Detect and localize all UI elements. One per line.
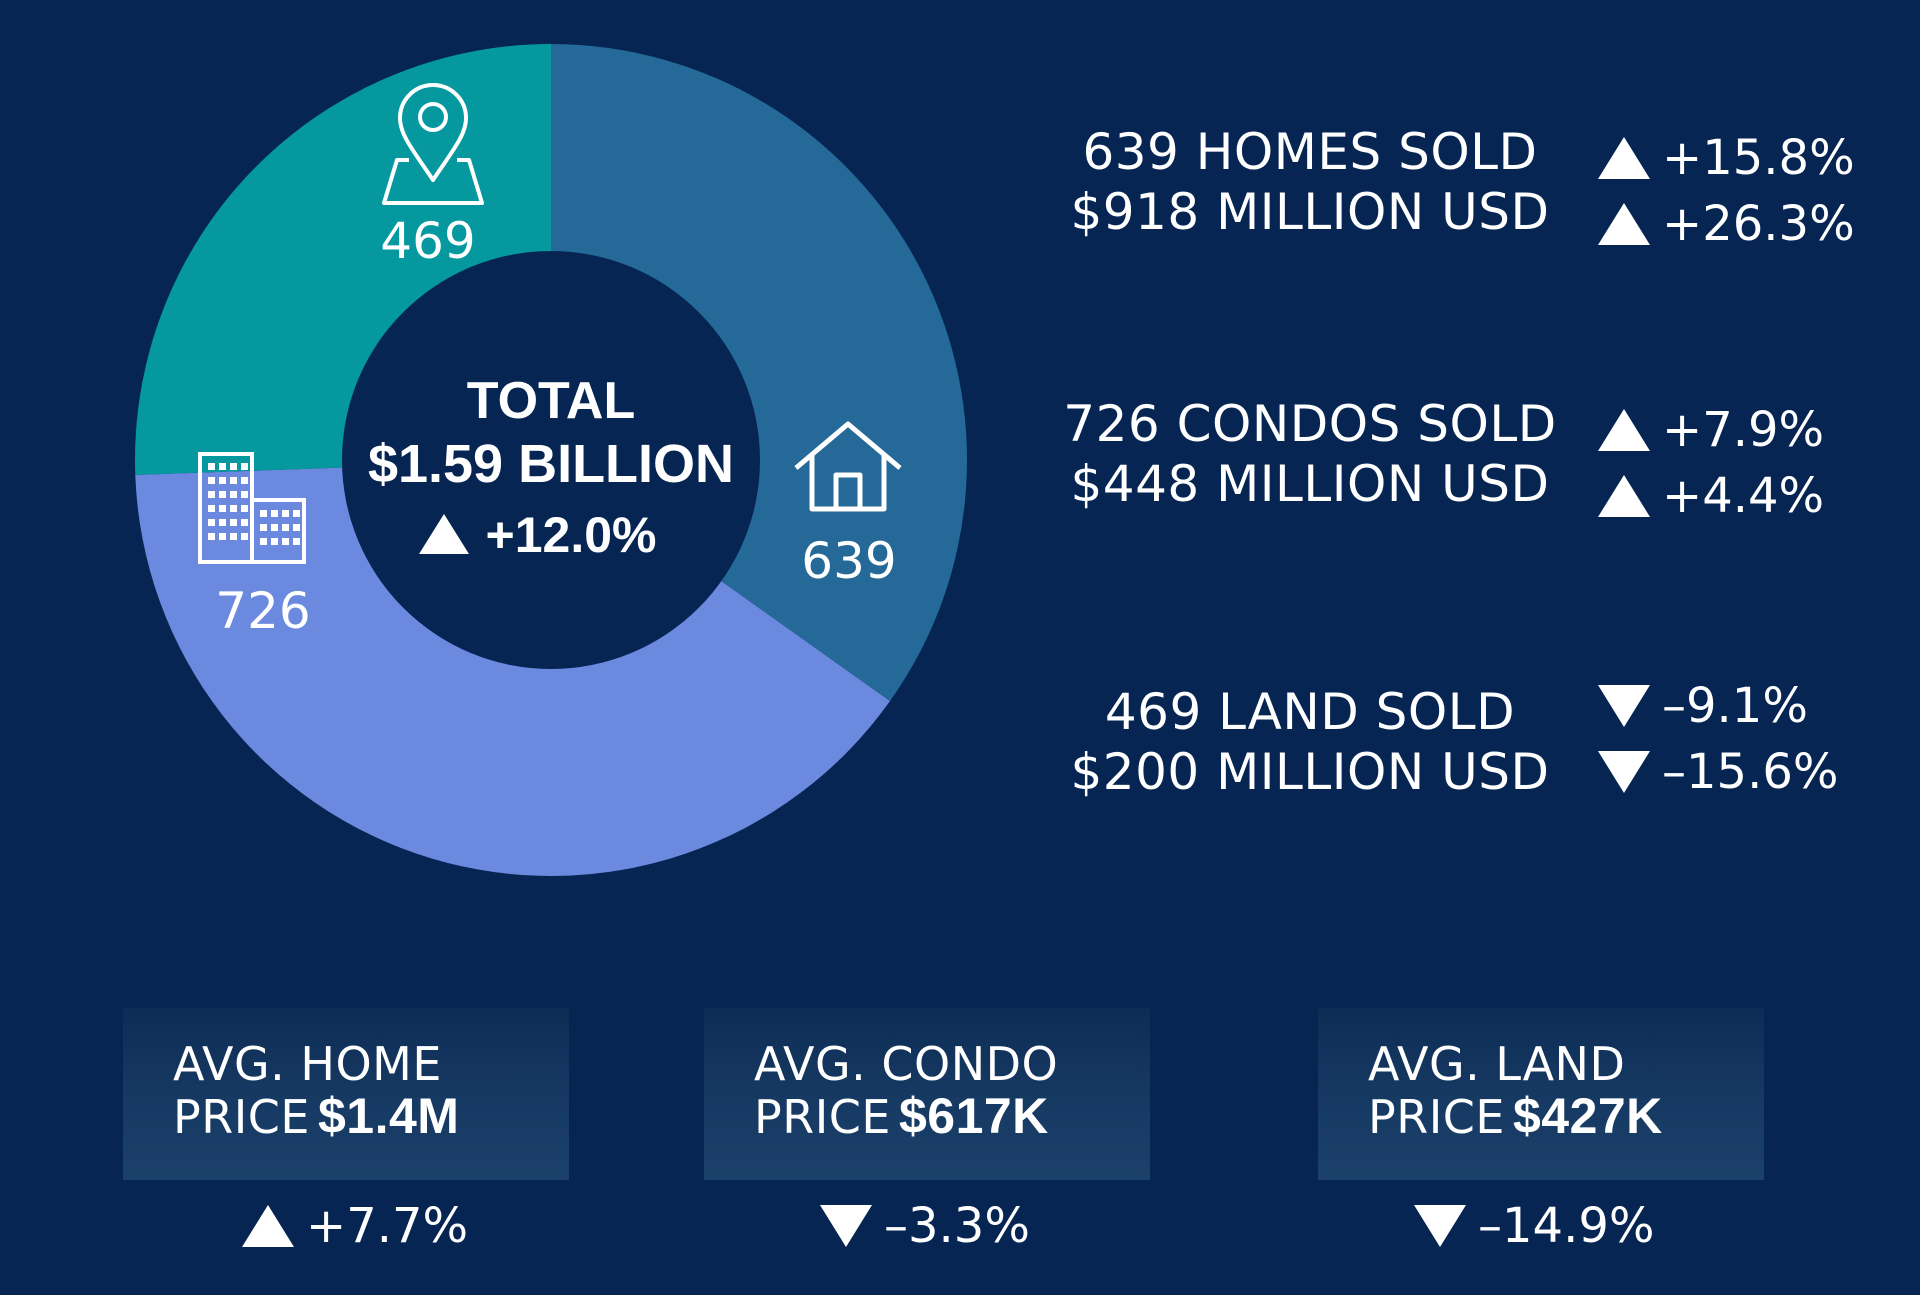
homes-sold-change-value: +15.8% bbox=[1662, 130, 1855, 186]
segment-label-condos: 726 bbox=[215, 582, 310, 640]
condos-sold-change: +7.9% bbox=[1598, 400, 1824, 460]
avg-home-change-value: +7.7% bbox=[306, 1198, 469, 1254]
segment-label-homes: 639 bbox=[801, 532, 896, 590]
land-volume-down-arrow-icon bbox=[1598, 751, 1650, 793]
avg-condo-price-line: PRICE $617K bbox=[754, 1090, 1049, 1143]
homes-sold-text: 639 HOMES SOLD bbox=[1082, 123, 1538, 181]
avg-land-price-label: AVG. LAND bbox=[1368, 1037, 1626, 1091]
house-icon bbox=[794, 421, 902, 512]
avg-condo-change-value: –3.3% bbox=[884, 1198, 1030, 1254]
condos-sold-row: 726 CONDOS SOLD +7.9% bbox=[1030, 394, 1890, 458]
homes-volume-change: +26.3% bbox=[1598, 194, 1855, 254]
map-pin-icon bbox=[382, 83, 484, 205]
center-total-label: TOTAL bbox=[467, 372, 636, 430]
homes-volume-up-arrow-icon bbox=[1598, 203, 1650, 245]
land-volume-text: $200 MILLION USD bbox=[1070, 743, 1550, 801]
avg-home-price-line: PRICE $1.4M bbox=[173, 1090, 459, 1143]
center-up-arrow-icon bbox=[419, 514, 469, 554]
condos-volume-change-value: +4.4% bbox=[1662, 468, 1825, 524]
sales-donut-chart: TOTAL $1.59 BILLION +12.0% bbox=[135, 44, 967, 876]
donut-segment-homes bbox=[551, 44, 967, 702]
land-sold-change: –9.1% bbox=[1598, 676, 1808, 736]
land-volume-change-value: –15.6% bbox=[1662, 744, 1839, 800]
condos-stats: 726 CONDOS SOLD +7.9% $448 MILLION USD +… bbox=[1030, 394, 1890, 524]
avg-condo-price-change: –3.3% bbox=[820, 1196, 1030, 1256]
center-total-change: +12.0% bbox=[486, 507, 657, 563]
avg-land-price-value: $427K bbox=[1512, 1088, 1663, 1144]
homes-volume-change-value: +26.3% bbox=[1662, 196, 1855, 252]
homes-sold-change: +15.8% bbox=[1598, 128, 1855, 188]
avg-home-up-arrow-icon bbox=[242, 1205, 294, 1247]
condos-sold-text: 726 CONDOS SOLD bbox=[1063, 395, 1557, 453]
avg-home-price-word: PRICE bbox=[173, 1090, 310, 1144]
land-sold-text: 469 LAND SOLD bbox=[1104, 683, 1516, 741]
avg-condo-price-word: PRICE bbox=[754, 1090, 891, 1144]
homes-volume-text: $918 MILLION USD bbox=[1070, 183, 1550, 241]
donut-hole bbox=[342, 251, 760, 669]
avg-land-price-word: PRICE bbox=[1368, 1090, 1505, 1144]
homes-sold-up-arrow-icon bbox=[1598, 137, 1650, 179]
land-volume-change: –15.6% bbox=[1598, 742, 1838, 802]
avg-home-price-change: +7.7% bbox=[242, 1196, 468, 1256]
avg-home-price-card: AVG. HOME PRICE $1.4M bbox=[123, 1008, 569, 1180]
avg-condo-price-value: $617K bbox=[898, 1088, 1049, 1144]
avg-condo-price-label: AVG. CONDO bbox=[754, 1037, 1059, 1091]
homes-stats: 639 HOMES SOLD +15.8% $918 MILLION USD +… bbox=[1030, 122, 1890, 252]
condos-volume-text: $448 MILLION USD bbox=[1070, 455, 1550, 513]
homes-volume-row: $918 MILLION USD +26.3% bbox=[1030, 182, 1890, 252]
segment-labels: 639 726 469 bbox=[215, 212, 896, 640]
avg-land-down-arrow-icon bbox=[1414, 1205, 1466, 1247]
condos-sold-change-value: +7.9% bbox=[1662, 402, 1825, 458]
donut-segment-condos bbox=[135, 460, 890, 876]
segment-label-land: 469 bbox=[380, 212, 475, 270]
condos-volume-change: +4.4% bbox=[1598, 466, 1824, 526]
condos-volume-up-arrow-icon bbox=[1598, 475, 1650, 517]
avg-land-change-value: –14.9% bbox=[1478, 1198, 1655, 1254]
avg-condo-down-arrow-icon bbox=[820, 1205, 872, 1247]
land-sold-down-arrow-icon bbox=[1598, 685, 1650, 727]
office-building-icon bbox=[198, 452, 306, 564]
center-total-value: $1.59 BILLION bbox=[368, 434, 734, 494]
avg-home-price-value: $1.4M bbox=[317, 1088, 460, 1144]
avg-land-price-change: –14.9% bbox=[1414, 1196, 1654, 1256]
land-sold-change-value: –9.1% bbox=[1662, 678, 1808, 734]
avg-home-price-label: AVG. HOME bbox=[173, 1037, 442, 1091]
land-sold-row: 469 LAND SOLD –9.1% bbox=[1030, 678, 1890, 742]
land-volume-row: $200 MILLION USD –15.6% bbox=[1030, 742, 1890, 802]
avg-land-price-line: PRICE $427K bbox=[1368, 1090, 1663, 1143]
homes-sold-row: 639 HOMES SOLD +15.8% bbox=[1030, 122, 1890, 186]
condos-sold-up-arrow-icon bbox=[1598, 409, 1650, 451]
land-stats: 469 LAND SOLD –9.1% $200 MILLION USD –15… bbox=[1030, 678, 1890, 802]
avg-condo-price-card: AVG. CONDO PRICE $617K bbox=[704, 1008, 1150, 1180]
condos-volume-row: $448 MILLION USD +4.4% bbox=[1030, 454, 1890, 524]
avg-land-price-card: AVG. LAND PRICE $427K bbox=[1318, 1008, 1764, 1180]
